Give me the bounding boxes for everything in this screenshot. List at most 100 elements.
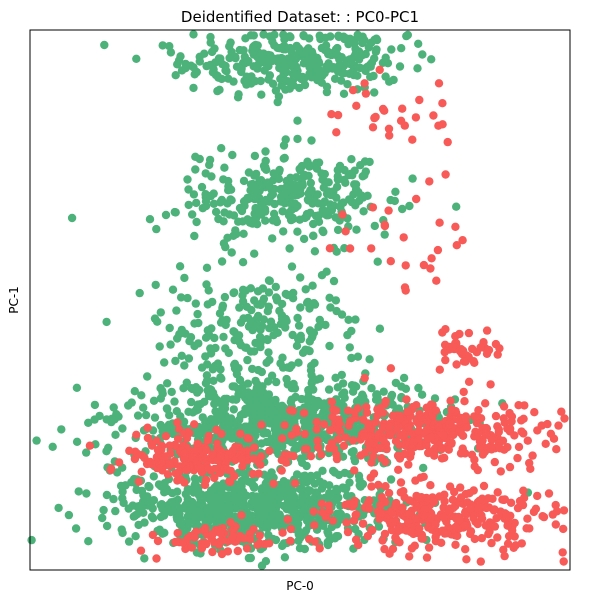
data-point [261,147,270,156]
data-point [241,404,250,414]
data-point [151,280,160,290]
data-point [303,396,312,405]
data-point [409,437,418,446]
data-point [173,515,182,524]
data-point [367,244,376,253]
data-point [455,427,464,436]
data-point [340,34,349,44]
data-point [394,465,403,474]
data-point [313,190,322,199]
data-point [387,509,397,518]
data-point [376,500,385,509]
data-point [373,393,382,402]
data-point [84,537,93,546]
data-point [350,466,359,475]
data-point [375,65,384,75]
data-point [350,180,359,189]
data-point [469,357,478,366]
data-point [290,64,299,73]
data-point [171,356,180,366]
data-point [290,479,300,488]
data-point [156,420,165,430]
data-point [435,365,444,374]
data-point [431,406,441,415]
data-point [394,525,403,534]
data-point [348,436,358,445]
data-point [353,404,362,413]
data-point [386,257,395,266]
data-point [399,233,408,242]
data-point [505,462,515,472]
data-point [301,55,310,64]
data-point [290,190,300,200]
data-point [399,487,408,496]
data-point [450,487,459,497]
data-point [261,557,271,566]
data-point [295,215,304,224]
data-point [256,325,265,334]
data-point [326,426,335,435]
data-point [479,481,489,491]
data-point [172,306,181,315]
data-point [150,413,160,422]
data-point [306,452,316,461]
data-point [278,528,287,537]
data-point [381,513,391,523]
data-point [415,95,424,105]
data-point [217,549,227,559]
data-point [319,227,328,237]
data-point [235,303,244,312]
data-point [259,161,269,170]
data-point [213,439,222,448]
points-layer [27,30,569,570]
data-point [217,484,226,493]
data-point [439,431,448,440]
data-point [342,57,352,66]
data-point [487,538,496,548]
data-point [500,551,509,561]
data-point [102,447,111,456]
data-point [114,458,124,467]
data-point [359,207,368,216]
data-point [386,364,396,373]
data-point [293,227,302,236]
data-point [323,540,333,550]
data-point [292,424,301,433]
data-point [523,436,532,445]
data-point [266,317,276,326]
data-point [337,310,347,319]
data-point [391,187,400,196]
data-point [318,519,327,528]
data-point [181,489,190,499]
data-point [331,296,341,305]
data-point [385,77,394,86]
data-point [149,396,159,405]
data-point [248,479,257,489]
data-point [265,32,275,41]
data-point [207,172,216,181]
data-point [245,516,255,525]
data-point [424,543,434,552]
data-point [470,455,479,464]
data-point [269,331,278,340]
data-point [352,101,361,111]
data-point [173,495,183,505]
data-point [149,472,158,481]
data-point [347,155,356,164]
data-point [265,446,274,456]
data-point [438,99,447,108]
data-point [208,529,217,539]
data-point [311,211,321,221]
data-point [224,348,233,358]
data-point [544,489,554,498]
data-point [336,202,345,212]
data-point [216,451,225,461]
data-point [384,488,394,498]
data-point [365,504,374,513]
data-point [165,411,174,420]
data-point [371,418,380,427]
data-point [171,469,180,478]
data-point [462,555,471,564]
data-point [402,395,411,404]
